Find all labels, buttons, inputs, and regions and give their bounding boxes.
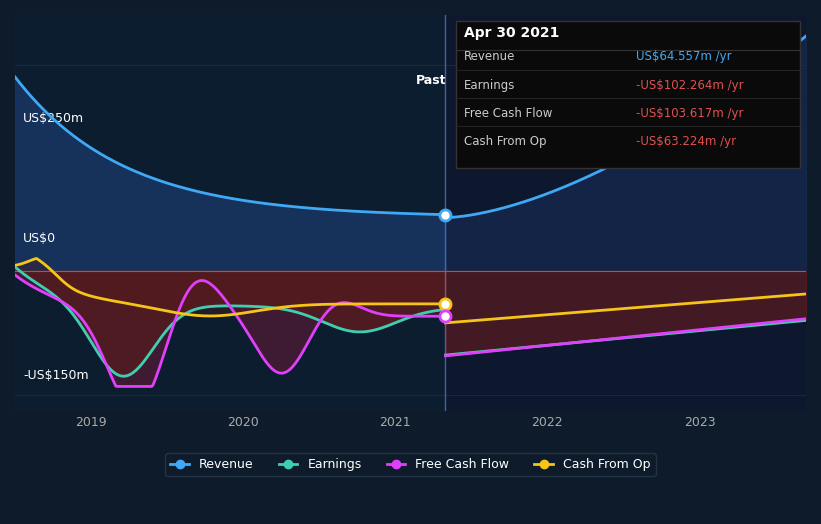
Text: -US$150m: -US$150m — [23, 369, 89, 382]
Bar — [446, 15, 806, 411]
Text: US$250m: US$250m — [23, 112, 84, 125]
Text: Past: Past — [415, 74, 446, 87]
Text: US$64.557m /yr: US$64.557m /yr — [636, 50, 732, 63]
Text: Analysts Forecasts: Analysts Forecasts — [458, 74, 575, 87]
Text: Apr 30 2021: Apr 30 2021 — [464, 26, 559, 40]
Text: Revenue: Revenue — [464, 50, 516, 63]
Bar — [15, 15, 446, 411]
Text: -US$103.617m /yr: -US$103.617m /yr — [636, 107, 744, 120]
Text: Free Cash Flow: Free Cash Flow — [464, 107, 553, 120]
Text: US$0: US$0 — [23, 232, 56, 245]
Text: -US$63.224m /yr: -US$63.224m /yr — [636, 135, 736, 148]
Legend: Revenue, Earnings, Free Cash Flow, Cash From Op: Revenue, Earnings, Free Cash Flow, Cash … — [165, 453, 656, 476]
Text: Earnings: Earnings — [464, 79, 516, 92]
Text: Cash From Op: Cash From Op — [464, 135, 546, 148]
Text: -US$102.264m /yr: -US$102.264m /yr — [636, 79, 744, 92]
